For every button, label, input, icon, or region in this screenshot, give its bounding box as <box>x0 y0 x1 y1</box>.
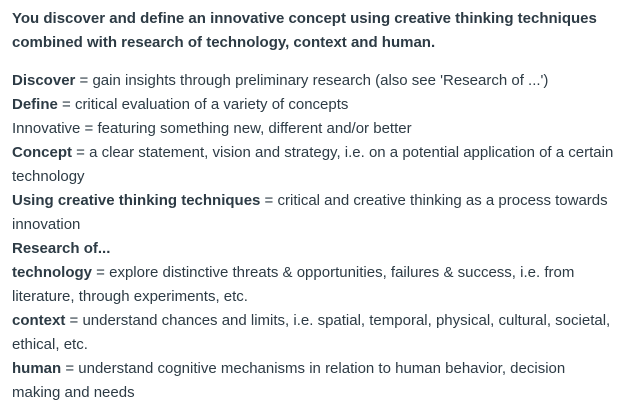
term-context: context <box>12 312 66 329</box>
definition-define: Define = critical evaluation of a variet… <box>12 93 614 117</box>
definition-context: context = understand chances and limits,… <box>12 309 614 357</box>
definition-text-concept: = a clear statement, vision and strategy… <box>12 144 614 185</box>
term-innovative: Innovative <box>12 120 81 137</box>
intro-paragraph: You discover and define an innovative co… <box>12 10 597 51</box>
definition-innovative: Innovative = featuring something new, di… <box>12 117 614 141</box>
definition-technology: technology = explore distinctive threats… <box>12 261 614 309</box>
term-technology: technology <box>12 264 93 281</box>
definition-text-technology: = explore distinctive threats & opportun… <box>12 264 575 305</box>
term-human: human <box>12 360 62 377</box>
definition-text-human: = understand cognitive mechanisms in rel… <box>12 360 566 401</box>
definition-text-define: = critical evaluation of a variety of co… <box>57 96 349 113</box>
definition-text-creative-thinking: = critical and creative thinking as a pr… <box>12 192 608 233</box>
definition-text-innovative: = featuring something new, different and… <box>80 120 412 137</box>
definition-text-context: = understand chances and limits, i.e. sp… <box>12 312 611 353</box>
definition-creative-thinking: Using creative thinking techniques = cri… <box>12 189 614 237</box>
term-concept: Concept <box>12 144 72 161</box>
term-research-of: Research of... <box>12 240 111 257</box>
definition-human: human = understand cognitive mechanisms … <box>12 357 614 405</box>
term-define: Define <box>12 96 58 113</box>
definition-discover: Discover = gain insights through prelimi… <box>12 69 614 93</box>
research-heading: Research of... <box>12 237 614 261</box>
definition-text-discover: = gain insights through preliminary rese… <box>75 72 549 89</box>
definition-concept: Concept = a clear statement, vision and … <box>12 141 614 189</box>
term-creative-thinking: Using creative thinking techniques <box>12 192 261 209</box>
term-discover: Discover <box>12 72 76 89</box>
